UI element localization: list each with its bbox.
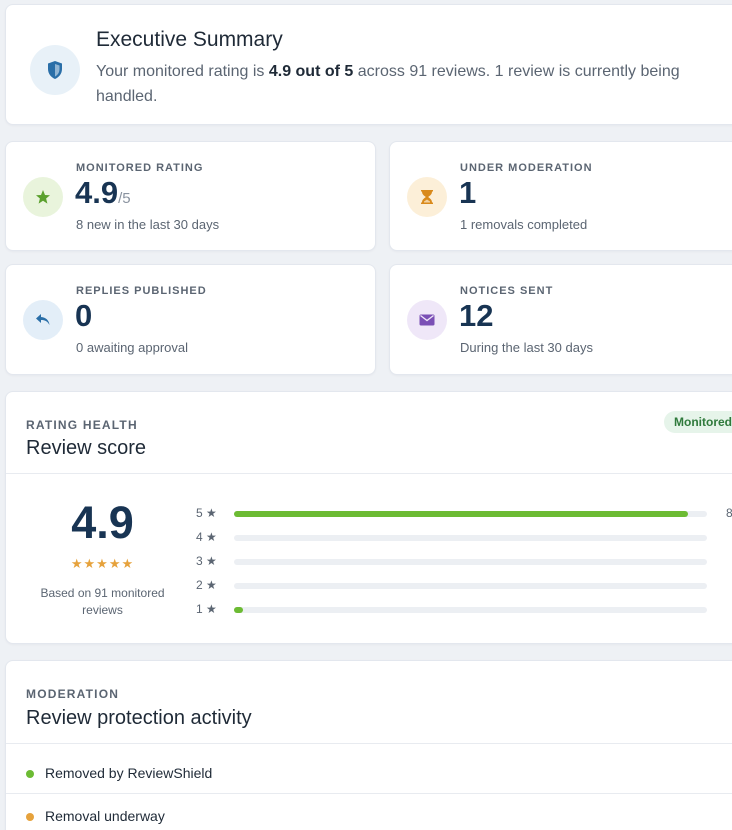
status-dot	[26, 770, 34, 778]
section-label: RATING HEALTH	[26, 418, 138, 432]
stat-card-under-moderation: UNDER MODERATION 1 1 removals completed	[389, 141, 732, 251]
distribution-bar-track	[234, 583, 707, 589]
distribution-star-label: 3 ★	[196, 554, 217, 568]
distribution-bar-fill	[234, 607, 243, 613]
rating-health-card: RATING HEALTH Review score Monitored 4.9…	[5, 391, 732, 644]
stat-subtext: 8 new in the last 30 days	[76, 217, 220, 232]
stat-value: 0	[75, 298, 93, 333]
hourglass-icon	[407, 177, 447, 217]
executive-summary-title: Executive Summary	[96, 28, 283, 51]
stat-value: 1	[459, 175, 477, 210]
distribution-row: 2 ★	[196, 578, 732, 592]
review-score-value: 4.9	[71, 497, 134, 548]
distribution-count: 8	[726, 506, 732, 520]
section-title: Review protection activity	[26, 707, 252, 729]
stat-label: MONITORED RATING	[76, 162, 204, 174]
stat-card-monitored-rating: MONITORED RATING 4.9/5 8 new in the last…	[5, 141, 376, 251]
moderation-item[interactable]: Removed by ReviewShield	[6, 752, 732, 795]
moderation-item-label: Removal underway	[45, 808, 165, 824]
stat-label: UNDER MODERATION	[460, 162, 593, 174]
shield-icon	[30, 45, 80, 95]
moderation-item[interactable]: Removal underway	[6, 795, 732, 830]
status-dot	[26, 813, 34, 821]
distribution-row: 3 ★	[196, 554, 732, 568]
executive-summary-card: Executive Summary Your monitored rating …	[5, 4, 732, 125]
stat-value: 4.9/5	[75, 175, 131, 210]
distribution-bar-track	[234, 535, 707, 541]
distribution-bar-track	[234, 559, 707, 565]
section-label: MODERATION	[26, 687, 120, 701]
star-rating-icons: ★★★★★	[70, 556, 135, 571]
divider	[6, 743, 732, 744]
envelope-icon	[407, 300, 447, 340]
stat-value: 12	[459, 298, 494, 333]
distribution-star-label: 5 ★	[196, 506, 217, 520]
distribution-star-label: 2 ★	[196, 578, 217, 592]
divider	[6, 473, 732, 474]
divider	[6, 793, 732, 794]
executive-summary-text: Your monitored rating is 4.9 out of 5 ac…	[96, 63, 680, 105]
distribution-row: 1 ★	[196, 602, 732, 616]
monitored-badge: Monitored	[664, 411, 732, 433]
section-title: Review score	[26, 437, 147, 459]
stat-label: REPLIES PUBLISHED	[76, 285, 207, 297]
distribution-star-label: 4 ★	[196, 530, 217, 544]
stat-subtext: During the last 30 days	[460, 340, 593, 355]
distribution-bar-track	[234, 607, 707, 613]
based-on-text: Based on 91 monitored reviews	[40, 586, 165, 617]
stat-subtext: 0 awaiting approval	[76, 340, 189, 355]
distribution-bar-fill	[234, 511, 688, 517]
stat-card-notices-sent: NOTICES SENT 12 During the last 30 days	[389, 264, 732, 375]
distribution-star-label: 1 ★	[196, 602, 217, 616]
moderation-card: MODERATION Review protection activity Re…	[5, 660, 732, 830]
reply-icon	[23, 300, 63, 340]
moderation-item-label: Removed by ReviewShield	[45, 765, 213, 781]
distribution-row: 4 ★	[196, 530, 732, 544]
stat-label: NOTICES SENT	[460, 285, 554, 297]
distribution-row: 5 ★ 8	[196, 506, 732, 520]
distribution-bar-track	[234, 511, 707, 517]
stat-subtext: 1 removals completed	[460, 217, 588, 232]
star-icon	[23, 177, 63, 217]
stat-card-replies-published: REPLIES PUBLISHED 0 0 awaiting approval	[5, 264, 376, 375]
